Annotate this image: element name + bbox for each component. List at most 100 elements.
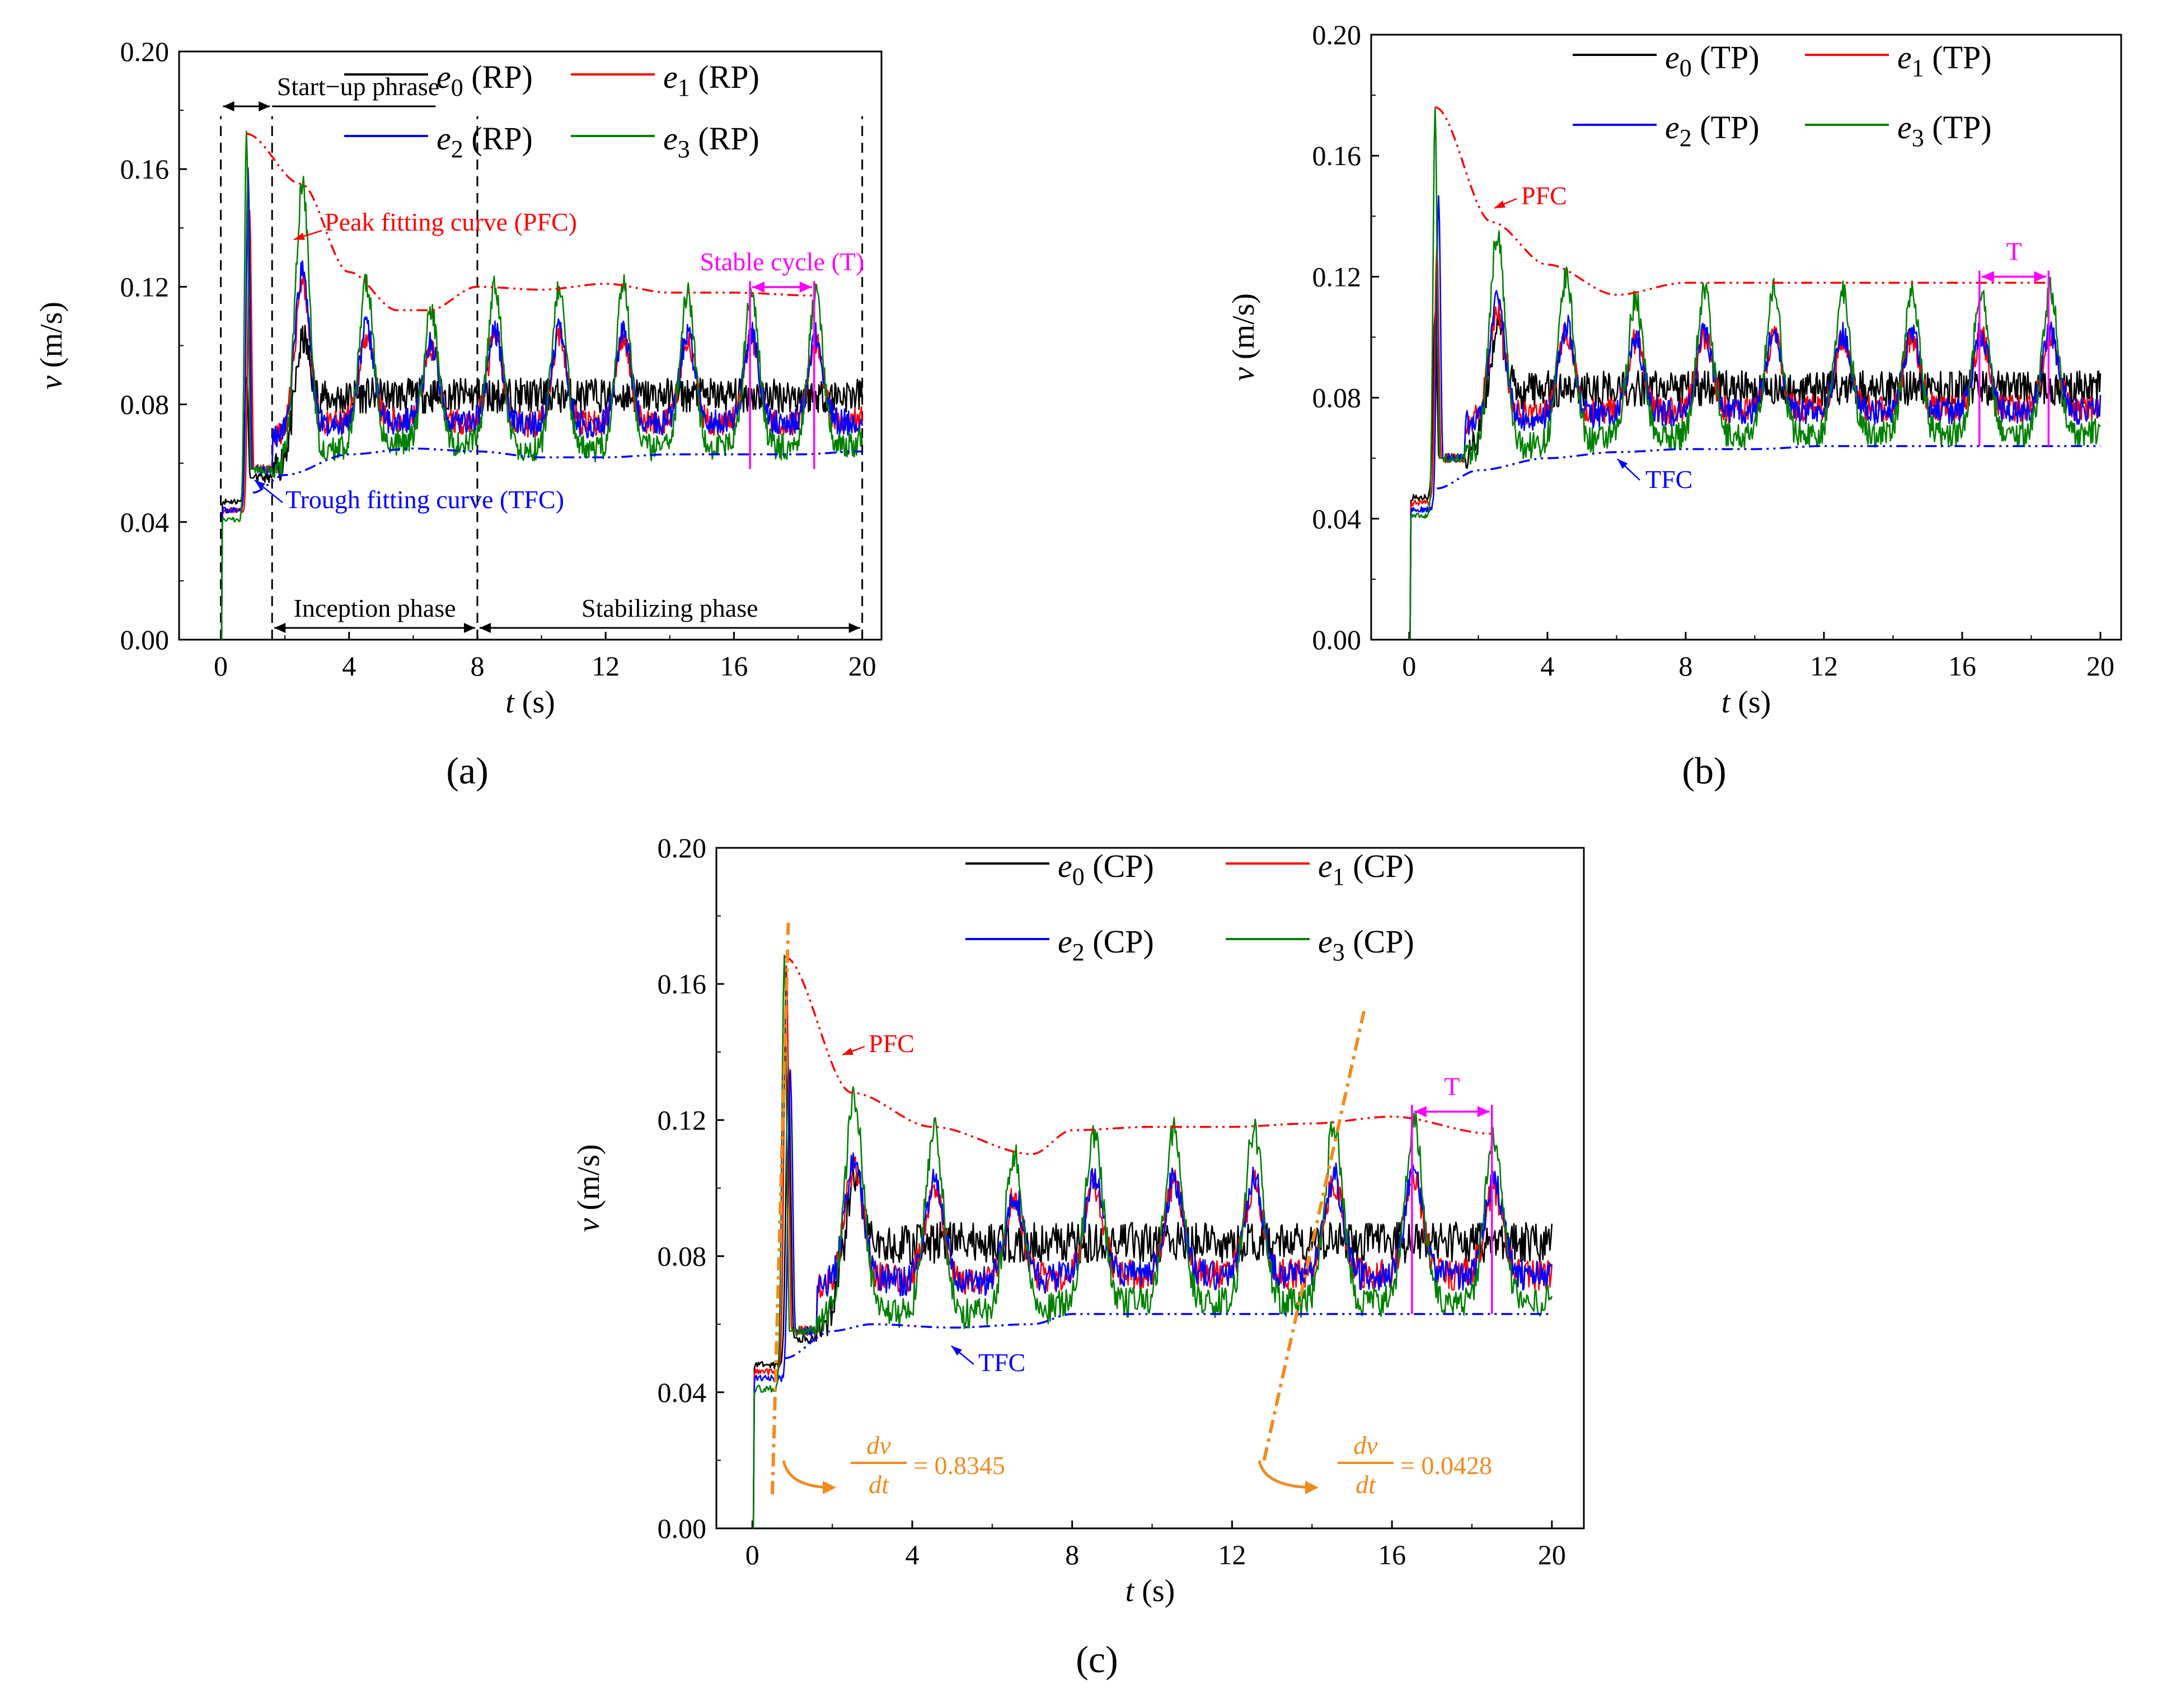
y-tick-label: 0.20 [658,832,707,864]
y-tick-label: 0.04 [1312,503,1362,534]
y-tick-label: 0.20 [1312,19,1362,50]
x-tick-label: 8 [1678,650,1692,682]
legend-label: e3 (TP) [1897,109,1992,152]
trough-curve-label: TFC [1645,465,1692,494]
legend-item-2: e2 (CP) [965,923,1154,966]
y-tick-label: 0.00 [120,624,170,655]
annotation-arrow-head [294,232,305,240]
series-line-e0 [1409,313,2102,640]
x-tick-label: 12 [592,650,620,682]
cycle-arrow-head-right [2034,271,2047,283]
legend-item-3: e3 (TP) [1805,109,1992,152]
y-tick-label: 0.12 [658,1104,707,1135]
x-tick-label: 16 [1948,650,1976,682]
y-tick-label: 0.00 [1312,624,1362,655]
legend-label: e3 (RP) [663,120,759,163]
chart-panel-b: 0 4 8 12 16 20 0.00 0.04 0.08 0.12 0.16 0.20 t (s) v … [1226,19,2122,720]
plot-area [752,954,1553,1528]
x-tick-label: 0 [1402,650,1416,682]
slope-value: = 0.0428 [1400,1451,1492,1480]
legend-item-3: e3 (CP) [1226,923,1414,966]
y-tick-label: 0.16 [1312,140,1362,171]
x-tick-label: 0 [745,1539,759,1570]
series-line-e2 [1409,195,2102,640]
legend-label: e1 (RP) [663,59,759,101]
y-axis-label: v (m/s) [1226,293,1261,381]
annotation-arrow-head [842,1047,853,1055]
y-tick-label: 0.12 [1312,261,1362,292]
y-axis-label: v (m/s) [34,302,69,390]
inception-phase-label: Inception phase [294,594,456,622]
chart-panel-c: 0 4 8 12 16 20 0.00 0.04 0.08 0.12 0.16 0.20 t (s) v … [571,832,1585,1608]
peak-curve-label: PFC [1521,181,1567,210]
x-tick-label: 8 [470,650,484,682]
y-tick-label: 0.20 [120,36,170,67]
legend-item-0: e0 (CP) [965,848,1154,890]
legend-label: e3 (CP) [1318,923,1414,966]
y-tick-label: 0.04 [658,1377,707,1408]
annotation-arrow-head [255,480,265,490]
series-line-e3 [1409,107,2101,640]
y-tick-label: 0.04 [120,506,170,538]
slope-line [1262,1011,1366,1461]
y-tick-label: 0.08 [1312,382,1362,414]
slope-denominator: dt [869,1470,889,1499]
x-axis-label: t (s) [1722,685,1771,720]
legend-item-1: e1 (RP) [571,59,759,101]
trough-curve-label: Trough fitting curve (TFC) [285,485,564,514]
legend-item-0: e0 (RP) [344,59,533,101]
legend-label: e1 (TP) [1897,39,1992,82]
plot-area [1409,106,2102,640]
legend-label: e0 (RP) [437,59,533,101]
inception-arrow-head [274,622,286,633]
cycle-label: Stable cycle (T) [700,247,864,276]
trough-fitting-curve [252,447,862,494]
slope-numerator: dv [866,1431,891,1460]
x-tick-label: 12 [1810,650,1838,682]
legend-item-1: e1 (CP) [1226,848,1414,890]
stabilizing-arrow-head [479,622,491,633]
legend-item-2: e2 (TP) [1573,109,1760,152]
x-tick-label: 12 [1218,1539,1246,1570]
startup-phase-label: Start−up phrase [277,72,439,101]
series-line-e1 [1409,246,2102,640]
stabilizing-phase-label: Stabilizing phase [581,594,758,622]
slope-arrow-head [1305,1481,1319,1494]
slope-numerator: dv [1353,1431,1378,1460]
legend-item-3: e3 (RP) [571,120,759,163]
startup-arrow-head [259,101,270,111]
trough-fitting-curve [784,1313,1552,1359]
panel-label-b: (b) [1682,749,1726,792]
legend-label: e2 (RP) [437,120,533,163]
series-line-e3 [752,954,1553,1528]
series-line-e2 [752,1069,1553,1528]
cycle-label: T [1444,1072,1460,1100]
peak-fitting-curve [1434,106,2049,296]
legend-label: e2 (TP) [1665,109,1760,152]
x-tick-label: 4 [906,1539,920,1570]
y-tick-label: 0.08 [120,389,170,420]
y-tick-label: 0.00 [658,1513,707,1544]
annotation-arrow-head [951,1346,962,1356]
legend-label: e0 (CP) [1058,848,1154,890]
panel-label-c: (c) [1076,1638,1118,1681]
y-axis-label: v (m/s) [571,1144,606,1232]
legend-label: e2 (CP) [1058,923,1154,966]
x-tick-label: 4 [1540,650,1554,682]
x-tick-label: 20 [2086,650,2114,682]
series-line-e3 [221,130,863,640]
plot-area [219,116,864,640]
legend-label: e1 (CP) [1318,848,1414,890]
peak-fitting-curve [784,955,1492,1155]
series-line-e2 [221,167,863,640]
y-tick-label: 0.16 [658,968,707,1000]
peak-curve-label: PFC [869,1029,914,1058]
annotation-arrow-head [1617,459,1628,469]
cycle-label: T [2006,237,2022,265]
legend-item-2: e2 (RP) [344,120,533,163]
slope-arrow-head [823,1481,836,1494]
chart-panel-a: 0 4 8 12 16 20 0.00 0.04 0.08 0.12 0.16 0.20 t (s) v … [34,36,883,720]
x-tick-label: 16 [720,650,748,682]
slope-value: = 0.8345 [913,1451,1005,1480]
